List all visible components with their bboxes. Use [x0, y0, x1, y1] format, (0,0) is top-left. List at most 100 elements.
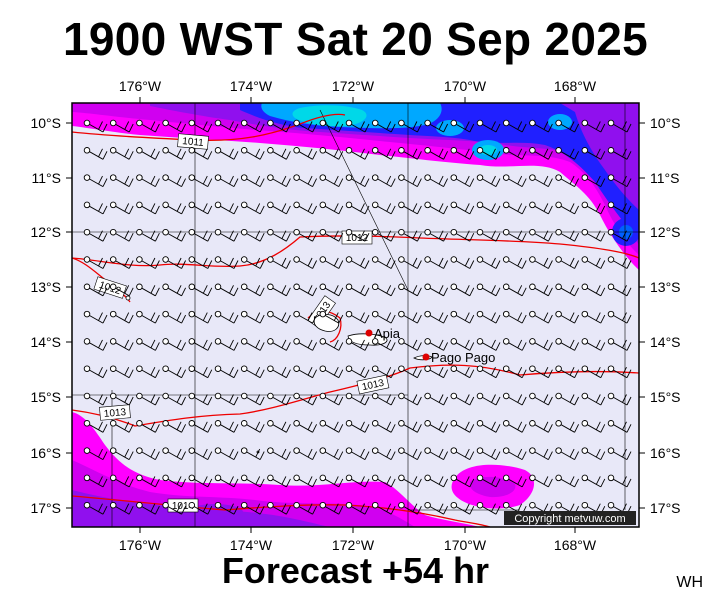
- wind-barb: [136, 447, 160, 460]
- wind-barb: [607, 201, 632, 215]
- copyright-tag: Copyright metvuw.com: [504, 511, 636, 525]
- wind-barb: [267, 147, 291, 160]
- wind-barb: [398, 201, 422, 215]
- wind-barb: [345, 501, 370, 515]
- wind-barb: [109, 201, 134, 215]
- axis-ticks: [66, 97, 645, 533]
- wind-barb: [581, 338, 606, 351]
- wind-barb: [109, 474, 134, 488]
- wind-barb: [109, 310, 134, 324]
- wind-barb: [398, 338, 422, 351]
- wind-barb: [214, 474, 239, 488]
- wind-barb: [450, 392, 475, 406]
- wind-barb: [345, 447, 370, 460]
- left-lat-tick: 10°S: [30, 115, 61, 131]
- wind-barb: [319, 228, 344, 242]
- wind-barb: [476, 474, 501, 488]
- wind-barb: [476, 310, 501, 324]
- wind-barb: [581, 283, 606, 297]
- wind-barb: [188, 228, 213, 242]
- wind-barb: [188, 283, 213, 297]
- left-lat-tick: 13°S: [30, 279, 61, 295]
- wind-barb: [214, 310, 239, 324]
- wind-barb: [398, 147, 422, 160]
- wind-barb: [83, 174, 108, 187]
- wind-barb: [136, 228, 160, 242]
- wind-barb: [83, 310, 108, 324]
- wind-barb: [136, 420, 160, 433]
- savaii-island: [313, 314, 340, 332]
- wind-barb: [424, 147, 449, 160]
- top-lon-tick: 170°W: [444, 78, 487, 94]
- wind-barb: [267, 201, 291, 215]
- wind-barb: [319, 310, 344, 324]
- wind-barb: [502, 119, 527, 133]
- wind-barb: [424, 119, 449, 133]
- wind-barb: [581, 447, 606, 460]
- wind-barb: [555, 283, 580, 297]
- wind-barb: [319, 256, 344, 269]
- wind-barb: [188, 365, 213, 379]
- wind-barb: [424, 338, 449, 351]
- wind-barb: [240, 256, 265, 269]
- pago-pago-label: Pago Pago: [431, 350, 495, 365]
- wind-barb: [476, 174, 501, 187]
- wind-barb: [319, 365, 344, 379]
- wind-barb: [345, 474, 370, 488]
- wind-barb: [109, 119, 134, 133]
- wind-barb: [371, 447, 396, 460]
- wind-barb: [162, 365, 187, 379]
- bottom-lon-tick: 174°W: [230, 537, 273, 553]
- wind-barb: [529, 310, 553, 324]
- wind-barb: [398, 283, 422, 297]
- wind-barb: [188, 310, 213, 324]
- wind-barb: [214, 174, 239, 187]
- wind-barb: [267, 420, 291, 433]
- wind-barb: [529, 474, 553, 488]
- wind-barb: [319, 147, 344, 160]
- wind-barb: [214, 365, 239, 379]
- wind-barb: [188, 447, 213, 460]
- wind-barb: [607, 228, 632, 242]
- wind-barb: [83, 392, 108, 406]
- wind-barb: [345, 365, 370, 379]
- left-lat-tick: 12°S: [30, 224, 61, 240]
- wind-barb: [293, 420, 318, 433]
- wind-barb: [424, 365, 449, 379]
- wind-barb: [267, 474, 291, 488]
- wind-barb: [476, 119, 501, 133]
- wind-barb: [581, 174, 606, 187]
- wind-barb: [136, 310, 160, 324]
- wind-barb: [162, 174, 187, 187]
- wind-barb: [345, 201, 370, 215]
- wind-barb: [136, 501, 160, 515]
- wind-barb: [371, 201, 396, 215]
- wind-barb: [371, 392, 396, 406]
- wind-barb: [607, 392, 632, 406]
- left-lat-tick: 16°S: [30, 445, 61, 461]
- wind-barb: [529, 228, 553, 242]
- wind-barb: [398, 447, 422, 460]
- wind-barb: [424, 256, 449, 269]
- wind-barb: [371, 420, 396, 433]
- bottom-lon-tick: 168°W: [554, 537, 597, 553]
- wind-barb: [319, 119, 344, 133]
- wind-barb: [214, 420, 239, 433]
- right-lat-tick: 14°S: [650, 334, 681, 350]
- wind-barb: [136, 283, 160, 297]
- wind-barb: [136, 201, 160, 215]
- wind-barb: [293, 201, 318, 215]
- wind-barb: [424, 310, 449, 324]
- wind-barb: [502, 420, 527, 433]
- wind-barb: [162, 447, 187, 460]
- wind-barb: [398, 228, 422, 242]
- wind-barb: [83, 256, 108, 269]
- left-lat-tick: 11°S: [32, 170, 61, 186]
- wind-barb: [136, 392, 160, 406]
- wind-barb: [555, 310, 580, 324]
- left-lat-tick: 14°S: [30, 334, 61, 350]
- wind-barb: [319, 474, 344, 488]
- wind-barb: [240, 174, 265, 187]
- wind-barb: [83, 228, 108, 242]
- wind-barb: [345, 392, 370, 406]
